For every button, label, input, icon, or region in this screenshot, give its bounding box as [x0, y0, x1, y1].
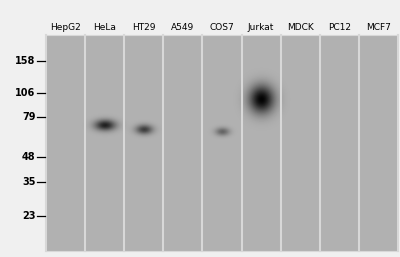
Text: 106: 106 — [15, 88, 36, 98]
Text: 23: 23 — [22, 211, 36, 221]
Text: COS7: COS7 — [210, 23, 234, 32]
Text: HepG2: HepG2 — [50, 23, 81, 32]
Text: A549: A549 — [171, 23, 194, 32]
Text: MDCK: MDCK — [287, 23, 314, 32]
Text: PC12: PC12 — [328, 23, 351, 32]
Text: 35: 35 — [22, 178, 36, 187]
Text: Jurkat: Jurkat — [248, 23, 274, 32]
Text: HT29: HT29 — [132, 23, 156, 32]
Text: HeLa: HeLa — [93, 23, 116, 32]
Text: 158: 158 — [15, 56, 36, 66]
Text: 79: 79 — [22, 112, 36, 122]
Text: MCF7: MCF7 — [366, 23, 391, 32]
Text: 48: 48 — [22, 152, 36, 162]
